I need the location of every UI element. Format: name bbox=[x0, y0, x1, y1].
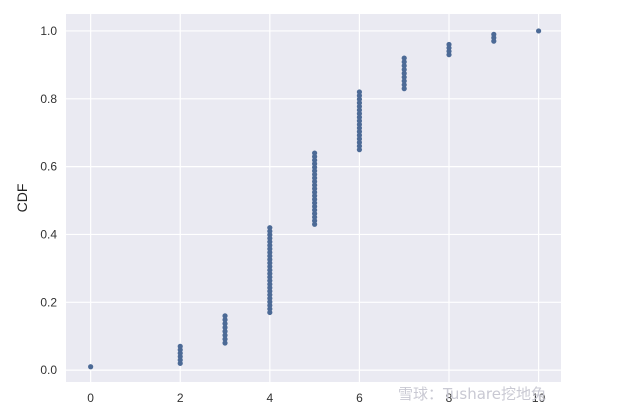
data-point bbox=[401, 86, 407, 92]
x-tick-label: 6 bbox=[356, 391, 363, 405]
data-point bbox=[222, 336, 228, 342]
x-tick-label: 10 bbox=[532, 391, 546, 405]
data-point bbox=[401, 63, 407, 69]
data-point bbox=[356, 129, 363, 135]
data-point bbox=[312, 203, 318, 210]
data-point bbox=[222, 313, 228, 319]
data-point bbox=[312, 154, 318, 160]
data-point bbox=[401, 78, 407, 84]
x-tick-label: 8 bbox=[446, 391, 453, 405]
data-point bbox=[536, 28, 542, 34]
data-point bbox=[222, 328, 228, 334]
data-point bbox=[491, 31, 497, 37]
data-point bbox=[356, 139, 363, 146]
data-point bbox=[312, 193, 318, 199]
data-point bbox=[356, 96, 363, 102]
data-point bbox=[356, 114, 363, 120]
data-point bbox=[312, 175, 318, 181]
data-point bbox=[312, 200, 318, 206]
data-point bbox=[401, 66, 407, 73]
data-point bbox=[312, 164, 318, 170]
data-point bbox=[312, 214, 318, 220]
data-point bbox=[356, 100, 363, 106]
data-point bbox=[312, 157, 318, 163]
data-point bbox=[312, 196, 318, 202]
data-point bbox=[356, 143, 363, 149]
data-point bbox=[356, 121, 363, 128]
data-point bbox=[356, 125, 363, 131]
data-point bbox=[222, 340, 228, 346]
data-point bbox=[177, 343, 183, 349]
data-point bbox=[267, 225, 273, 231]
data-point bbox=[312, 207, 318, 213]
y-tick-label: 0.6 bbox=[40, 160, 57, 174]
y-tick-label: 0.2 bbox=[40, 295, 57, 309]
data-point bbox=[446, 41, 452, 48]
data-point bbox=[312, 168, 318, 174]
data-point bbox=[312, 150, 318, 156]
x-tick-label: 0 bbox=[87, 391, 94, 405]
watermark-text: 雪球：Tushare挖地兔 bbox=[398, 385, 546, 403]
data-point bbox=[401, 74, 407, 80]
data-point bbox=[356, 147, 363, 153]
data-point bbox=[356, 107, 363, 113]
data-point bbox=[312, 211, 318, 217]
data-point bbox=[88, 364, 94, 370]
y-axis-label: CDF bbox=[14, 184, 30, 213]
data-point bbox=[222, 321, 228, 327]
data-point bbox=[222, 332, 228, 338]
y-tick-labels: 0.0 0.2 0.4 0.6 0.8 1.0 bbox=[40, 24, 57, 377]
data-point bbox=[356, 132, 363, 138]
data-point bbox=[356, 89, 363, 95]
data-point bbox=[312, 171, 318, 178]
data-point bbox=[356, 111, 363, 117]
x-tick-label: 4 bbox=[266, 391, 273, 405]
data-point bbox=[401, 59, 407, 65]
data-point bbox=[312, 186, 318, 192]
data-point bbox=[312, 218, 318, 224]
data-point bbox=[312, 189, 318, 195]
data-point bbox=[312, 182, 318, 188]
data-point bbox=[401, 70, 407, 76]
data-point bbox=[312, 221, 318, 227]
data-points bbox=[88, 28, 542, 370]
data-point bbox=[222, 317, 228, 323]
data-point bbox=[401, 55, 407, 61]
data-point bbox=[356, 103, 363, 110]
x-tick-labels: 0 2 4 6 8 10 bbox=[87, 391, 545, 405]
data-point bbox=[356, 118, 363, 124]
y-tick-label: 1.0 bbox=[40, 24, 57, 38]
data-point bbox=[356, 136, 363, 142]
y-tick-label: 0.8 bbox=[40, 92, 57, 106]
data-point bbox=[312, 178, 318, 185]
y-tick-label: 0.4 bbox=[40, 227, 57, 241]
data-point bbox=[222, 324, 228, 331]
data-point bbox=[312, 161, 318, 167]
y-tick-label: 0.0 bbox=[40, 363, 57, 377]
data-point bbox=[356, 93, 363, 99]
data-point bbox=[401, 82, 407, 88]
x-tick-label: 2 bbox=[177, 391, 184, 405]
